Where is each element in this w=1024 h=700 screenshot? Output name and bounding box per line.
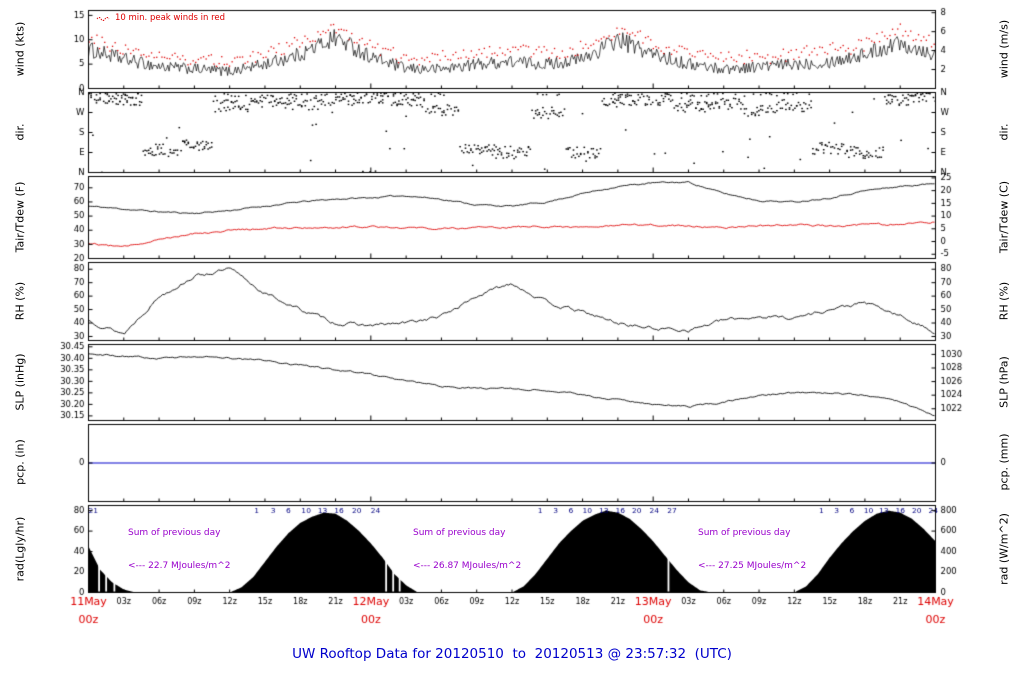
y-axis-label-pcp-right: pcp. (mm) [997, 433, 1011, 491]
rad-sum-label: Sum of previous day [128, 528, 221, 538]
y-axis-label-rad-left: rad(Lgly/hr) [13, 516, 27, 582]
y-axis-label-wind-right: wind (m/s) [997, 19, 1011, 79]
peak-winds-marker-icon [96, 16, 110, 21]
y-axis-label-temp-right: Tair/Tdew (C) [997, 180, 1011, 254]
y-axis-label-rh-right: RH (%) [997, 281, 1011, 321]
rad-sum-value: <--- 22.7 MJoules/m^2 [128, 561, 231, 571]
y-axis-label-pcp-left: pcp. (in) [13, 439, 27, 485]
y-axis-label-slp-right: SLP (hPa) [997, 356, 1011, 408]
y-axis-label-dir-right: dir. [997, 123, 1011, 141]
rad-sum-value: <--- 27.25 MJoules/m^2 [698, 561, 807, 571]
rad-sum-label: Sum of previous day [413, 528, 506, 538]
y-axis-label-rad-right: rad (W/m^2) [997, 513, 1011, 585]
figure-title: UW Rooftop Data for 20120510 to 20120513… [292, 646, 732, 662]
rad-sum-value: <--- 26.87 MJoules/m^2 [413, 561, 522, 571]
y-axis-label-slp-left: SLP (inHg) [13, 353, 27, 411]
y-axis-label-dir-left: dir. [13, 123, 27, 141]
y-axis-label-rh-left: RH (%) [13, 281, 27, 321]
y-axis-label-wind-left: wind (kts) [13, 21, 27, 77]
peak-winds-note-text: 10 min. peak winds in red [115, 13, 226, 23]
peak-winds-note: 10 min. peak winds in red [96, 13, 225, 23]
rad-sum-annotation-1: Sum of previous day <--- 22.7 MJoules/m^… [128, 506, 230, 594]
rad-sum-label: Sum of previous day [698, 528, 791, 538]
rad-sum-annotation-3: Sum of previous day <--- 27.25 MJoules/m… [698, 506, 806, 594]
rad-sum-annotation-2: Sum of previous day <--- 26.87 MJoules/m… [413, 506, 521, 594]
y-axis-label-temp-left: Tair/Tdew (F) [13, 181, 27, 253]
